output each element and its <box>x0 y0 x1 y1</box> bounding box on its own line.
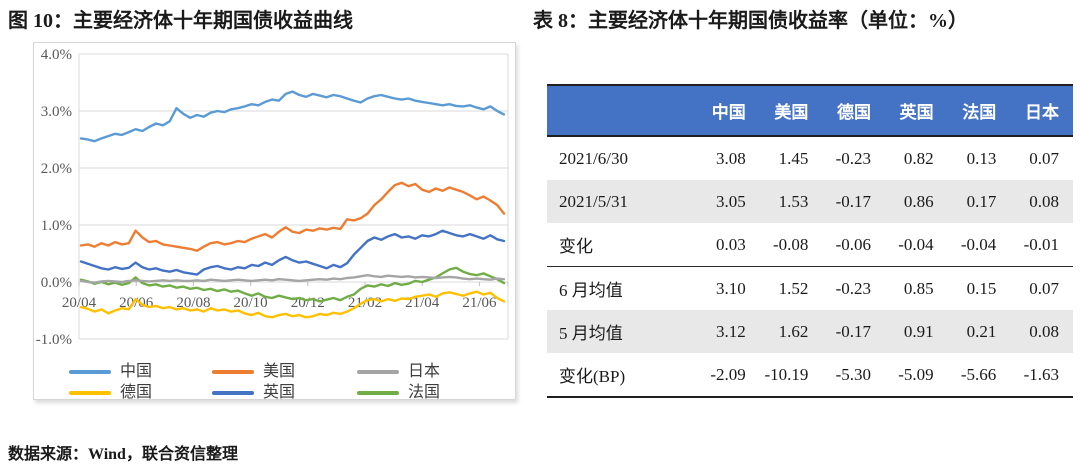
y-axis-tick-label: 1.0% <box>41 218 72 234</box>
table-cell: 1.53 <box>778 191 809 211</box>
legend-swatch <box>69 391 111 395</box>
y-axis-tick-label: 4.0% <box>41 47 72 63</box>
legend-swatch <box>212 391 254 395</box>
x-axis-tick-label: 21/04 <box>405 295 440 311</box>
table-cell: 0.13 <box>966 148 997 168</box>
table-cell: 0.08 <box>1029 321 1059 341</box>
legend-item-uk: 英国 <box>212 384 295 402</box>
header-cell-country: 日本 <box>1010 85 1073 136</box>
header-cell-country: 美国 <box>759 85 823 136</box>
series-line-germany <box>79 290 506 319</box>
y-axis-tick-label: 2.0% <box>41 161 72 177</box>
table-cell: 0.07 <box>1029 148 1059 168</box>
table-cell: 0.86 <box>903 191 934 211</box>
legend-swatch <box>212 370 254 374</box>
header-cell-country: 中国 <box>697 85 760 136</box>
table-cell: 3.12 <box>716 321 746 341</box>
table-row: 2021/6/30 3.08 1.45 -0.23 0.82 0.13 0.07 <box>547 136 1073 180</box>
x-axis-tick-label: 20/10 <box>234 295 268 311</box>
legend-label: 中国 <box>120 363 153 380</box>
table-cell: -0.04 <box>960 234 997 254</box>
table-cell: 0.07 <box>1029 278 1059 298</box>
table-cell: 3.10 <box>716 278 746 298</box>
table-header: 中国 美国 德国 英国 法国 日本 <box>547 85 1073 136</box>
table-cell: -0.06 <box>835 234 872 254</box>
legend-label: 英国 <box>263 384 296 401</box>
table-cell: 1.45 <box>778 148 809 168</box>
x-axis-tick-label: 20/08 <box>176 295 210 311</box>
x-axis-tick-label: 20/06 <box>119 295 154 311</box>
row-label: 2021/6/30 <box>559 148 628 168</box>
header-cell-empty <box>547 85 698 136</box>
series-line-us <box>79 181 506 252</box>
legend-label: 美国 <box>263 363 296 380</box>
table-title: 表 8：主要经济体十年期国债收益率（单位：%） <box>533 10 968 32</box>
legend-item-germany: 德国 <box>69 384 152 402</box>
y-axis-tick-label: 3.0% <box>41 104 72 120</box>
table-cell: 0.03 <box>716 234 746 254</box>
table-cell: 1.52 <box>778 278 809 298</box>
figure-title: 图 10：主要经济体十年期国债收益曲线 <box>8 10 353 32</box>
legend-item-us: 美国 <box>212 363 295 381</box>
legend-item-china: 中国 <box>69 363 152 381</box>
table-cell: -10.19 <box>764 364 809 384</box>
legend-swatch <box>357 391 399 395</box>
series-line-japan <box>79 273 506 284</box>
table-cell: -0.01 <box>1023 234 1059 254</box>
legend-label: 德国 <box>120 384 153 401</box>
table-cell: 1.62 <box>778 321 809 341</box>
table-cell: -5.09 <box>898 364 934 384</box>
legend-label: 日本 <box>408 363 441 380</box>
table-row: 2021/5/31 3.05 1.53 -0.17 0.86 0.17 0.08 <box>547 180 1073 223</box>
table-cell: -0.04 <box>898 234 934 254</box>
legend-item-france: 法国 <box>357 384 440 402</box>
table-cell: 0.21 <box>966 321 997 341</box>
table-row: 变化 0.03 -0.08 -0.06 -0.04 -0.04 -0.01 <box>547 223 1073 267</box>
row-label: 2021/5/31 <box>559 191 628 211</box>
table-cell: -0.23 <box>835 278 872 298</box>
table-cell: -0.17 <box>835 191 872 211</box>
row-label: 变化(BP) <box>559 367 626 386</box>
header-cell-country: 英国 <box>885 85 948 136</box>
series-line-china <box>79 90 506 143</box>
header-cell-country: 德国 <box>822 85 886 136</box>
legend-swatch <box>69 370 111 374</box>
header-cell-country: 法国 <box>947 85 1011 136</box>
table-cell: 0.91 <box>903 321 934 341</box>
x-axis-tick-label: 21/06 <box>462 295 497 311</box>
table-cell: 0.85 <box>903 278 934 298</box>
row-label: 5 月均值 <box>559 324 623 343</box>
table-cell: -0.08 <box>772 234 809 254</box>
table-cell: -0.17 <box>835 321 872 341</box>
table-row: 6 月均值 3.10 1.52 -0.23 0.85 0.15 0.07 <box>547 267 1073 311</box>
yield-table: 中国 美国 德国 英国 法国 日本 2021/6/30 3.08 1.45 -0.23 0.82 0… <box>547 84 1073 398</box>
table-row: 变化(BP) -2.09 -10.19 -5.30 -5.09 -5.66 -1.63 <box>547 353 1073 397</box>
legend-item-japan: 日本 <box>357 363 440 381</box>
y-axis-tick-label: 0.0% <box>41 275 72 291</box>
source-note: 数据来源：Wind，联合资信整理 <box>8 446 238 463</box>
table-cell: -1.63 <box>1023 364 1059 384</box>
table-cell: 3.05 <box>716 191 746 211</box>
table-cell: -0.23 <box>835 148 872 168</box>
legend-swatch <box>357 370 399 374</box>
chart-plot-area: 4.0% 3.0% 2.0% 1.0% 0.0% -1.0% 20/04 20/06 20/08… <box>36 47 509 348</box>
x-axis-tick-label: 20/04 <box>62 295 97 311</box>
table-cell: 0.15 <box>966 278 997 298</box>
table-body: 2021/6/30 3.08 1.45 -0.23 0.82 0.13 0.07 2021/5… <box>547 136 1073 397</box>
table-cell: 3.08 <box>716 148 746 168</box>
table-cell: 0.08 <box>1029 191 1059 211</box>
table-cell: -5.30 <box>835 364 872 384</box>
table-cell: 0.17 <box>966 191 997 211</box>
table-header-row: 中国 美国 德国 英国 法国 日本 <box>547 85 1073 136</box>
table-cell: 0.82 <box>903 148 934 168</box>
table-cell: -2.09 <box>710 364 746 384</box>
table-cell: -5.66 <box>960 364 997 384</box>
table-row: 5 月均值 3.12 1.62 -0.17 0.91 0.21 0.08 <box>547 310 1073 353</box>
legend-label: 法国 <box>408 384 441 401</box>
series-line-uk <box>79 229 506 276</box>
row-label: 6 月均值 <box>559 281 623 300</box>
y-axis-tick-label: -1.0% <box>36 332 72 348</box>
row-label: 变化 <box>559 237 593 256</box>
yield-curve-chart: 4.0% 3.0% 2.0% 1.0% 0.0% -1.0% 20/04 20/06 20/08… <box>33 42 516 402</box>
